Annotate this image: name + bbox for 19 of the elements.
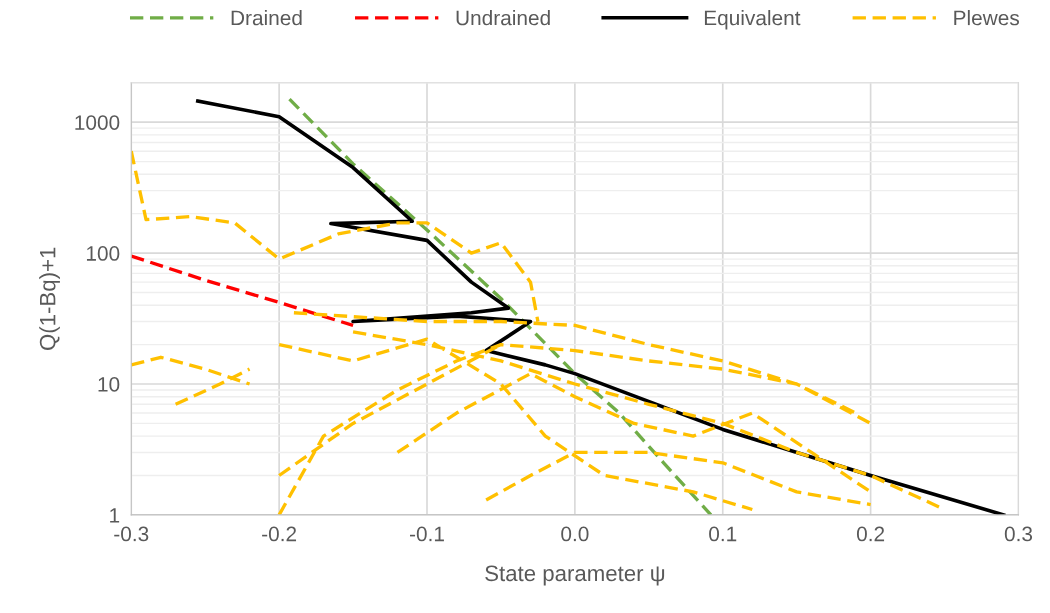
y-tick-label: 1000 xyxy=(75,115,120,130)
y-axis-title: Q(1-Bq)+1 xyxy=(39,247,60,350)
y-tick-label: 1 xyxy=(110,508,120,523)
y-tick-label: 10 xyxy=(98,377,120,392)
x-axis-title: State parameter ψ xyxy=(485,565,665,586)
x-tick-label: 0.1 xyxy=(709,526,737,542)
x-tick-label: 0.3 xyxy=(1004,526,1033,542)
x-tick-label: 0.0 xyxy=(561,526,589,542)
x-tick-label: -0.3 xyxy=(114,526,149,542)
x-tick-label: -0.1 xyxy=(409,526,444,542)
legend-label: Drained xyxy=(231,10,302,26)
x-tick-label: -0.2 xyxy=(262,526,297,542)
legend-label: Undrained xyxy=(456,10,550,26)
legend-label: Equivalent xyxy=(704,10,801,30)
x-tick-label: 0.2 xyxy=(856,526,885,542)
y-tick-label: 100 xyxy=(86,246,120,261)
legend-label: Plewes xyxy=(954,10,1020,26)
line-series xyxy=(131,254,355,328)
line-series xyxy=(287,97,713,515)
